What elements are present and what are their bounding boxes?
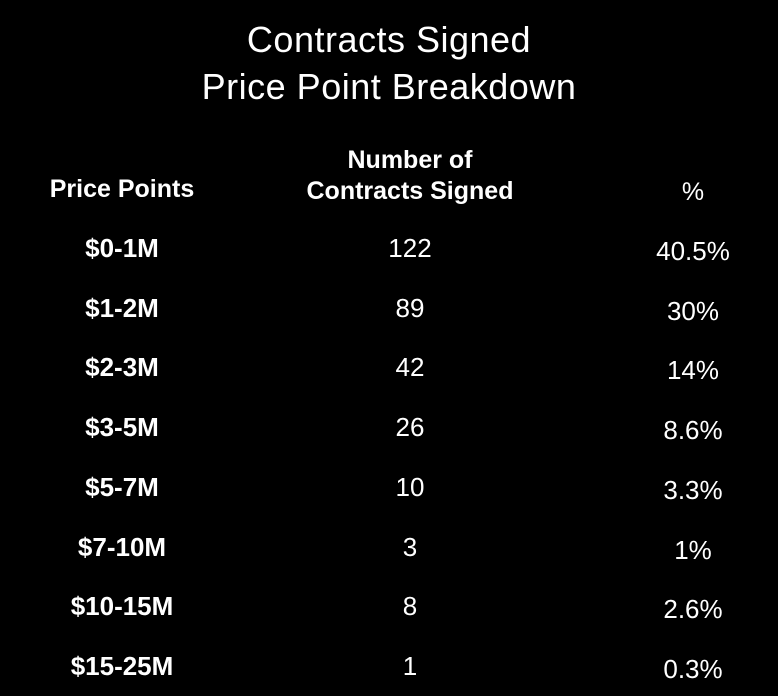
cell-contract-count: 42 [395, 352, 425, 382]
cell-percent: 0.3% [663, 654, 723, 684]
cell-price-point: $0-1M [85, 233, 159, 263]
cell-contract-count: 26 [395, 412, 425, 442]
cell-price-point: $5-7M [85, 472, 159, 502]
header-price-points: Price Points [49, 175, 195, 203]
cell-price-point: $1-2M [85, 293, 159, 323]
cell-contract-count: 1 [402, 651, 418, 681]
chart-title-line2: Price Point Breakdown [201, 66, 577, 107]
cell-percent: 30% [666, 296, 720, 326]
cell-contract-count: 3 [402, 532, 418, 562]
cell-contract-count: 89 [395, 293, 425, 323]
cell-price-point: $3-5M [85, 412, 159, 442]
chart-title-line1: Contracts Signed [246, 19, 532, 60]
cell-percent: 3.3% [663, 475, 723, 505]
cell-price-point: $10-15M [70, 591, 174, 621]
cell-price-point: $2-3M [85, 352, 159, 382]
cell-percent: 1% [674, 535, 712, 565]
cell-contract-count: 122 [388, 233, 432, 263]
cell-percent: 40.5% [656, 236, 730, 266]
cell-percent: 2.6% [663, 594, 723, 624]
cell-price-point: $15-25M [70, 651, 174, 681]
cell-percent: 8.6% [663, 415, 723, 445]
cell-contract-count: 8 [402, 591, 418, 621]
cell-percent: 14% [666, 355, 720, 385]
header-count-line1: Number of [347, 146, 473, 174]
cell-price-point: $7-10M [77, 532, 167, 562]
header-count-line2: Contracts Signed [306, 177, 514, 205]
header-percent: % [681, 178, 705, 206]
header-number-of-contracts: Number of Contracts Signed [270, 145, 550, 207]
cell-contract-count: 10 [395, 472, 425, 502]
